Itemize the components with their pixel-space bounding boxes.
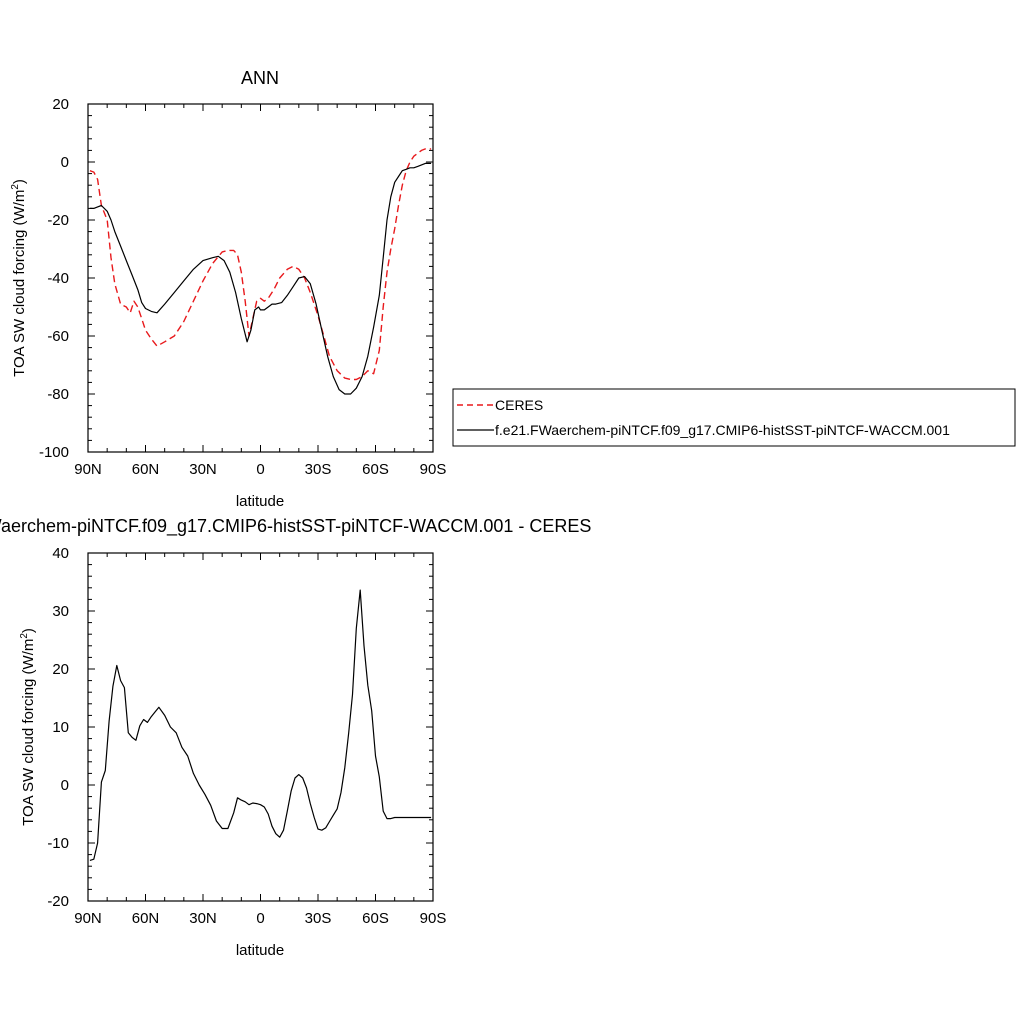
- x-tick-label: 90S: [420, 461, 447, 478]
- y-axis-label-close: ): [11, 179, 28, 184]
- x-axis-label: latitude: [236, 942, 284, 959]
- x-tick-label: 90S: [420, 910, 447, 927]
- y-tick-label: 30: [52, 603, 69, 620]
- y-tick-label: 0: [61, 777, 69, 794]
- x-tick-label: 0: [256, 910, 264, 927]
- x-tick-label: 90N: [74, 910, 102, 927]
- x-tick-label: 60N: [132, 461, 160, 478]
- x-tick-label: 30S: [305, 910, 332, 927]
- y-tick-label: 10: [52, 719, 69, 736]
- y-tick-label: -40: [47, 270, 69, 287]
- y-tick-label: -80: [47, 386, 69, 403]
- plot-difference: f.e21.FWaerchem-piNTCF.f09_g17.CMIP6-his…: [0, 516, 591, 959]
- plot-title: ANN: [241, 68, 279, 88]
- plot-title: f.e21.FWaerchem-piNTCF.f09_g17.CMIP6-his…: [0, 516, 591, 537]
- plot-annual-mean: ANN 90N 60N 30N 0 30S 60S 90S 20 0 -20 -40 -60 -80 -1…: [10, 68, 1015, 510]
- y-tick-label: -20: [47, 212, 69, 229]
- y-tick-label: -10: [47, 835, 69, 852]
- x-axis-label: latitude: [236, 493, 284, 510]
- x-tick-label: 0: [256, 461, 264, 478]
- y-tick-label: -20: [47, 893, 69, 910]
- legend-label-model: f.e21.FWaerchem-piNTCF.f09_g17.CMIP6-his…: [495, 422, 950, 438]
- x-tick-label: 30N: [189, 910, 217, 927]
- y-tick-label: 40: [52, 545, 69, 562]
- y-tick-label: -100: [39, 444, 69, 461]
- y-tick-label: 0: [61, 154, 69, 171]
- legend: CERES f.e21.FWaerchem-piNTCF.f09_g17.CMI…: [453, 389, 1015, 446]
- series-line-1: [90, 163, 431, 394]
- legend-label-ceres: CERES: [495, 397, 543, 413]
- series-line-0: [90, 590, 431, 860]
- tick-group: 90N 60N 30N 0 30S 60S 90S 40 30 20 10 0 -10 -20: [47, 545, 446, 927]
- x-tick-label: 60N: [132, 910, 160, 927]
- x-tick-label: 90N: [74, 461, 102, 478]
- series-group: [90, 590, 431, 860]
- y-axis-label: TOA SW cloud forcing (W/m2): [19, 628, 37, 826]
- y-axis-label-text: TOA SW cloud forcing (W/m: [20, 639, 37, 826]
- series-line-0: [90, 149, 431, 380]
- y-tick-label: 20: [52, 661, 69, 678]
- x-tick-label: 30S: [305, 461, 332, 478]
- x-tick-label: 30N: [189, 461, 217, 478]
- y-axis-label-close: ): [20, 628, 37, 633]
- x-tick-label: 60S: [362, 461, 389, 478]
- y-axis-label: TOA SW cloud forcing (W/m2): [10, 179, 28, 377]
- series-group: [90, 149, 431, 394]
- y-tick-label: -60: [47, 328, 69, 345]
- y-tick-label: 20: [52, 96, 69, 113]
- y-axis-label-text: TOA SW cloud forcing (W/m: [11, 190, 28, 377]
- x-tick-label: 60S: [362, 910, 389, 927]
